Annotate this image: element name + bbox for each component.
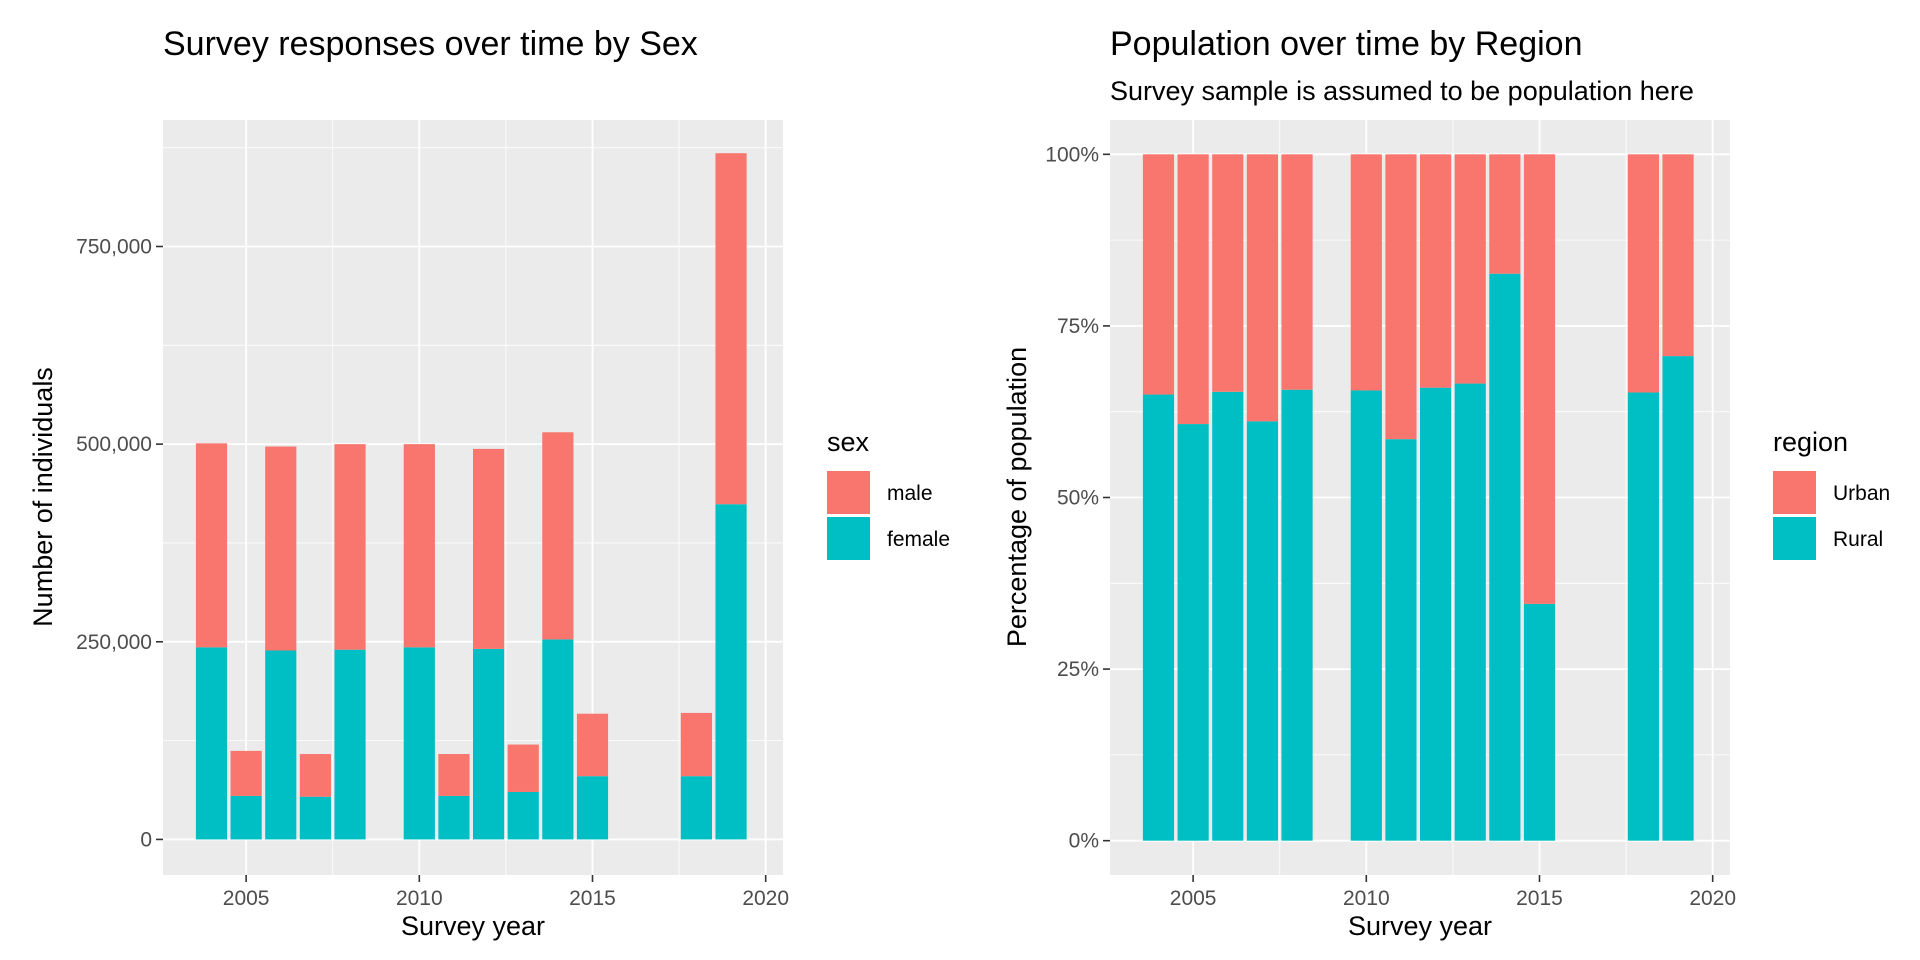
legend-key-rural (1773, 517, 1816, 560)
y-tick-label: 50% (1057, 487, 1099, 510)
bar-male-2006 (265, 446, 297, 651)
bar-female-2008 (334, 649, 366, 840)
bar-female-2015 (576, 776, 609, 840)
bar-urban-2018 (1627, 154, 1659, 393)
x-tick-label: 2010 (1343, 887, 1390, 910)
legend-title: sex (827, 427, 870, 457)
bar-male-2018 (680, 712, 712, 777)
bar-female-2014 (542, 639, 574, 840)
bar-urban-2005 (1177, 154, 1209, 425)
bar-urban-2008 (1281, 154, 1313, 390)
bar-female-2011 (438, 795, 470, 840)
bar-female-2012 (473, 648, 505, 840)
bar-male-2005 (230, 750, 262, 796)
y-tick-label: 250,000 (76, 631, 152, 654)
bar-rural-2008 (1281, 389, 1313, 841)
bar-female-2018 (680, 776, 712, 840)
y-axis-title: Percentage of population (1002, 347, 1032, 647)
bar-male-2004 (195, 443, 228, 648)
bar-male-2008 (334, 444, 366, 650)
bar-female-2007 (299, 796, 331, 840)
y-tick-label: 750,000 (76, 235, 152, 258)
bar-male-2007 (299, 754, 331, 797)
legend: sex male female (827, 427, 950, 560)
y-tick-label: 500,000 (76, 433, 152, 456)
bar-male-2010 (403, 444, 435, 648)
bar-urban-2014 (1489, 154, 1521, 274)
bar-urban-2011 (1385, 154, 1417, 440)
y-tick-label: 0% (1069, 830, 1099, 853)
bar-male-2013 (507, 744, 539, 792)
bar-female-2004 (195, 647, 228, 840)
bar-rural-2015 (1523, 603, 1556, 841)
bar-male-2015 (576, 713, 609, 777)
bar-rural-2004 (1142, 394, 1175, 841)
y-tick-label: 75% (1057, 315, 1099, 338)
bar-rural-2012 (1420, 387, 1452, 841)
bar-rural-2011 (1385, 439, 1417, 841)
y-tick-label: 100% (1045, 143, 1099, 166)
y-axis-title: Number of individuals (28, 367, 58, 627)
y-tick-label: 0 (140, 828, 152, 851)
bar-rural-2010 (1350, 390, 1382, 841)
bar-urban-2007 (1246, 154, 1278, 422)
bar-rural-2014 (1489, 273, 1521, 841)
bar-female-2005 (230, 795, 262, 840)
legend-title: region (1773, 427, 1848, 457)
bar-male-2012 (473, 448, 505, 649)
x-tick-label: 2015 (569, 887, 616, 910)
legend-label-male: male (887, 482, 933, 505)
x-tick-label: 2010 (396, 887, 443, 910)
chart-left: Survey responses over time by Sex 0 250,0… (28, 25, 950, 941)
x-tick-label: 2005 (1170, 887, 1217, 910)
bar-rural-2019 (1662, 356, 1694, 841)
legend-label-rural: Rural (1833, 528, 1883, 551)
bar-rural-2007 (1246, 421, 1278, 841)
y-axis: 0 250,000 500,000 750,000 (76, 235, 163, 851)
bar-urban-2012 (1420, 154, 1452, 388)
chart-subtitle: Survey sample is assumed to be populatio… (1110, 76, 1694, 106)
x-axis-title: Survey year (401, 911, 545, 941)
legend: region Urban Rural (1773, 427, 1890, 560)
bar-female-2006 (265, 650, 297, 840)
legend-key-urban (1773, 471, 1816, 514)
x-axis-title: Survey year (1348, 911, 1492, 941)
bars (195, 153, 747, 840)
bar-female-2010 (403, 647, 435, 840)
chart-title: Population over time by Region (1110, 25, 1583, 63)
x-tick-label: 2020 (1689, 887, 1736, 910)
x-tick-label: 2015 (1516, 887, 1563, 910)
x-axis: 2005 2010 2015 2020 (1170, 875, 1736, 910)
y-axis: 0% 25% 50% 75% 100% (1045, 143, 1110, 853)
x-tick-label: 2005 (223, 887, 270, 910)
legend-label-female: female (887, 528, 950, 551)
x-axis: 2005 2010 2015 2020 (223, 875, 789, 910)
bar-urban-2015 (1523, 154, 1556, 604)
chart-title: Survey responses over time by Sex (163, 25, 698, 63)
bar-female-2019 (715, 504, 747, 840)
chart-right: Population over time by Region Survey sa… (1002, 25, 1890, 941)
bar-urban-2013 (1454, 154, 1486, 384)
bars (1142, 154, 1694, 841)
legend-key-female (827, 517, 870, 560)
bar-male-2014 (542, 432, 574, 640)
bar-urban-2019 (1662, 154, 1694, 357)
bar-male-2019 (715, 153, 747, 505)
bar-rural-2018 (1627, 392, 1659, 841)
bar-male-2011 (438, 754, 470, 796)
bar-female-2013 (507, 791, 539, 840)
bar-rural-2013 (1454, 383, 1486, 841)
bar-rural-2005 (1177, 424, 1209, 841)
bar-urban-2006 (1212, 154, 1244, 392)
bar-rural-2006 (1212, 391, 1244, 841)
legend-label-urban: Urban (1833, 482, 1890, 505)
legend-key-male (827, 471, 870, 514)
bar-urban-2004 (1142, 154, 1175, 395)
y-tick-label: 25% (1057, 658, 1099, 681)
bar-urban-2010 (1350, 154, 1382, 391)
x-tick-label: 2020 (742, 887, 789, 910)
